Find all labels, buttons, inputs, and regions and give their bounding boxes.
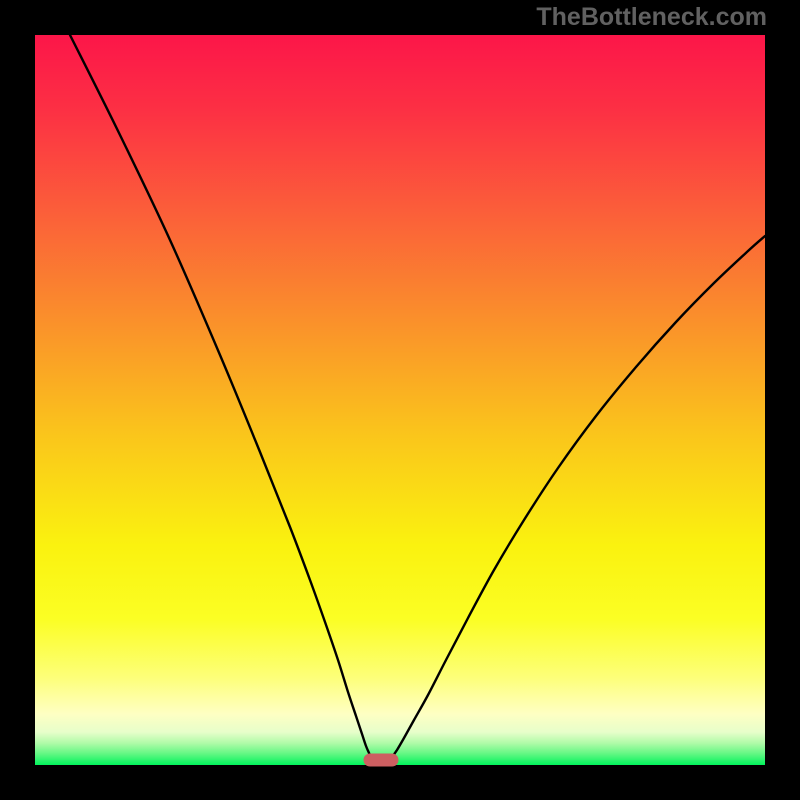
background-gradient [35, 35, 765, 765]
chart-container: TheBottleneck.com [0, 0, 800, 800]
bottleneck-marker [364, 754, 399, 767]
watermark-text: TheBottleneck.com [536, 3, 767, 32]
plot-area [35, 35, 765, 765]
